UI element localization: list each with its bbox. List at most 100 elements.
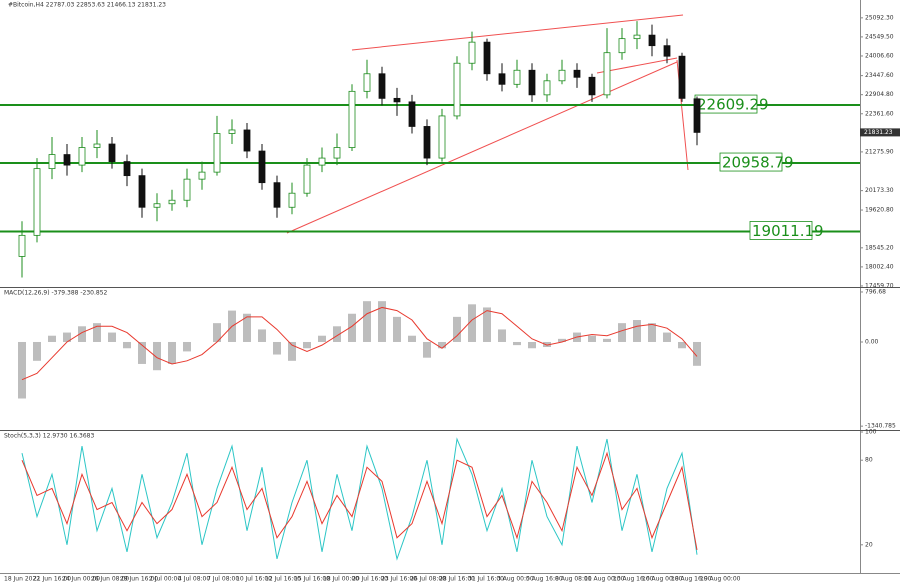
histogram-bar: [498, 329, 506, 342]
histogram-bar: [603, 338, 611, 342]
candle-body: [198, 171, 206, 180]
candle-body: [228, 129, 236, 134]
level-label-box: [749, 221, 813, 240]
histogram-bar: [48, 335, 56, 342]
candle-body: [573, 69, 581, 78]
candle-body: [273, 182, 281, 208]
histogram-bar: [258, 329, 266, 342]
histogram-bar: [588, 335, 596, 342]
x-tick-label: 15 Jul 16:00: [294, 576, 330, 583]
candle-body: [348, 90, 356, 148]
candle-body: [63, 154, 71, 166]
x-tick-label: 21 Jun 16:00: [33, 576, 71, 583]
histogram-bar: [273, 341, 281, 355]
y-tick-label: 24549.50: [865, 33, 894, 40]
level-label-box: [719, 152, 783, 172]
histogram-bar: [78, 326, 86, 342]
histogram-bar: [438, 341, 446, 349]
level-label: 19011.19: [752, 222, 824, 240]
series-line: [21, 437, 698, 561]
histogram-bar: [93, 323, 101, 342]
candle-body: [543, 80, 551, 96]
x-tick-label: 11 Aug 00:00: [584, 576, 625, 583]
y-tick-label: 21275.90: [865, 148, 894, 155]
x-tick-label: 18 Aug 16:00: [671, 576, 712, 583]
x-tick-label: 2 Jul 00:00: [149, 576, 181, 583]
candle-body: [243, 129, 251, 152]
histogram-bar: [318, 335, 326, 342]
histogram-bar: [333, 326, 341, 342]
x-tick-label: 31 Jul 16:00: [468, 576, 504, 583]
series-line: [21, 306, 698, 381]
candle-body: [213, 133, 221, 173]
trend-line: [351, 14, 684, 51]
histogram-bar: [543, 341, 551, 348]
candle-body: [18, 234, 26, 257]
histogram-bar: [243, 313, 251, 342]
trend-line: [286, 61, 678, 234]
histogram-bar: [528, 341, 536, 349]
y-tick-label: 0.00: [865, 338, 879, 345]
candle-body: [693, 98, 701, 133]
y-tick-label: -1340.785: [865, 423, 896, 430]
y-tick-label: 25092.30: [865, 14, 894, 21]
histogram-bar: [288, 341, 296, 361]
y-tick-label: 19620.80: [865, 207, 894, 214]
candle-body: [108, 143, 116, 162]
y-tick-label: 796.68: [865, 288, 886, 295]
x-tick-label: 20 Jul 16:00: [352, 576, 388, 583]
x-tick-label: 28 Jul 16:00: [439, 576, 475, 583]
candle-body: [258, 150, 266, 184]
histogram-bar: [108, 332, 116, 342]
price-box: [860, 128, 900, 137]
histogram-bar: [513, 341, 521, 346]
histogram-bar: [363, 301, 371, 342]
histogram-bar: [213, 323, 221, 342]
candle-body: [588, 76, 596, 96]
candle-body: [363, 73, 371, 92]
histogram-bar: [423, 341, 431, 358]
y-tick-label: 24006.60: [865, 52, 894, 59]
histogram-bar: [303, 341, 311, 349]
histogram-bar: [378, 301, 386, 342]
histogram-bar: [468, 304, 476, 342]
histogram-bar: [483, 307, 491, 342]
histogram-bar: [648, 323, 656, 342]
histogram-bar: [348, 313, 356, 342]
histogram-bar: [168, 341, 176, 364]
candle-body: [618, 38, 626, 54]
y-tick-label: 20: [865, 541, 873, 548]
y-tick-label: 20173.30: [865, 187, 894, 194]
histogram-bar: [408, 335, 416, 342]
candle-body: [423, 126, 431, 159]
candle-body: [93, 143, 101, 148]
candle-body: [183, 178, 191, 201]
candle-body: [303, 164, 311, 194]
y-tick-label: 18002.40: [865, 263, 894, 270]
histogram-bar: [693, 341, 701, 366]
x-tick-label: 18 Jul 00:00: [323, 576, 359, 583]
x-tick-label: 23 Jul 16:00: [381, 576, 417, 583]
candle-body: [453, 62, 461, 117]
histogram-bar: [123, 341, 131, 349]
candle-body: [678, 55, 686, 99]
candle-body: [558, 69, 566, 82]
x-tick-label: 8 Aug 08:00: [555, 576, 592, 583]
y-tick-label: 23447.60: [865, 72, 894, 79]
chart-title: #Bitcoin,H4 22787.03 22853.63 21466.13 2…: [8, 2, 166, 9]
y-tick-label: 100: [865, 429, 877, 436]
x-tick-label: 16 Aug 00:00: [642, 576, 683, 583]
candle-body: [168, 199, 176, 205]
histogram-bar: [393, 316, 401, 342]
level-label: 20958.79: [722, 154, 794, 172]
x-tick-label: 18 Jun 2022: [4, 576, 40, 583]
histogram-bar: [558, 338, 566, 342]
candle-body: [138, 175, 146, 208]
candle-body: [378, 73, 386, 99]
price-label: 21831.23: [864, 129, 893, 136]
candle-body: [438, 115, 446, 159]
y-tick-label: 22904.80: [865, 91, 894, 98]
candle-body: [408, 101, 416, 127]
